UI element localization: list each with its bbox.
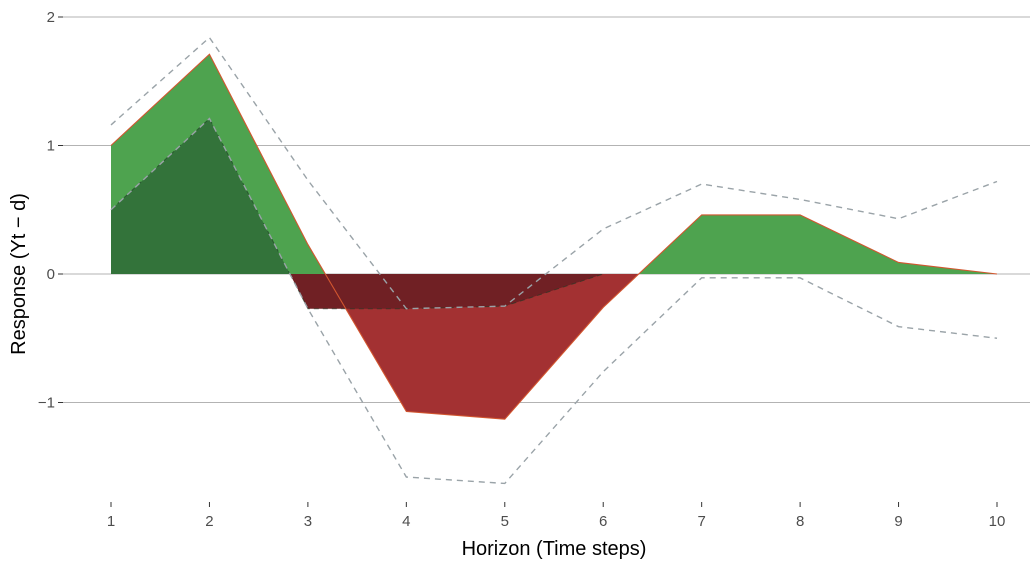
response-areas (110, 53, 998, 420)
lower-band-line (110, 117, 998, 485)
y-tick-label: 2 (47, 9, 55, 26)
positive-response-area-3 (638, 214, 997, 274)
x-axis-title: Horizon (Time steps) (462, 538, 647, 560)
upper-band-line (110, 36, 998, 310)
x-tick-label: 3 (304, 513, 312, 530)
x-tick-label: 4 (402, 513, 410, 530)
negative-inner-area-2 (289, 274, 604, 309)
response-line (110, 53, 998, 420)
negative-response-area-2 (325, 274, 639, 420)
x-axis-ticks: 1 2 3 4 5 6 7 8 9 10 (107, 502, 1006, 530)
x-tick-label: 1 (107, 513, 115, 530)
x-tick-label: 8 (796, 513, 804, 530)
y-axis-title: Response (Yt − d) (8, 193, 30, 355)
positive-inner-area-1 (111, 118, 290, 274)
x-tick-label: 2 (205, 513, 213, 530)
y-tick-label: 1 (47, 138, 55, 155)
y-tick-label: −1 (38, 395, 55, 412)
x-tick-label: 5 (501, 513, 509, 530)
y-axis-ticks: 2 1 0 −1 (38, 9, 63, 412)
x-tick-label: 10 (989, 513, 1006, 530)
confidence-band-lines (110, 36, 998, 485)
x-tick-label: 9 (894, 513, 902, 530)
y-tick-label: 0 (47, 266, 55, 283)
x-tick-label: 6 (599, 513, 607, 530)
x-tick-label: 7 (697, 513, 705, 530)
